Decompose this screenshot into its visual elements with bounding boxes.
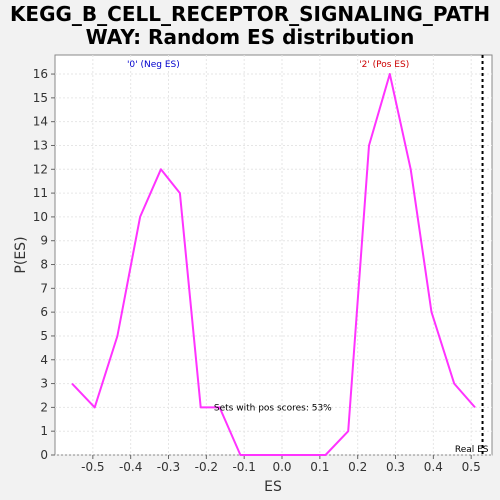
y-tick-label: 9 — [40, 234, 48, 248]
x-tick-label: -0.5 — [81, 460, 104, 474]
x-axis-label: ES — [264, 479, 282, 495]
x-tick-label: 0.4 — [424, 460, 443, 474]
y-tick-label: 16 — [33, 67, 48, 81]
x-tick-label: -0.4 — [119, 460, 142, 474]
x-axis-ticks: -0.5 -0.4 -0.3 -0.2 -0.1 0.0 0.1 0.2 0.3 0.4 0.5 — [81, 455, 481, 474]
y-tick-label: 3 — [40, 377, 48, 391]
x-tick-label: 0.0 — [272, 460, 291, 474]
x-tick-label: -0.2 — [195, 460, 218, 474]
y-tick-label: 1 — [40, 424, 48, 438]
real-es-label: Real ES — [455, 445, 489, 455]
y-axis-label: P(ES) — [13, 236, 29, 273]
y-tick-label: 4 — [40, 353, 48, 367]
plot-area — [54, 54, 493, 456]
series-group — [71, 73, 476, 456]
y-tick-label: 2 — [40, 400, 48, 414]
y-tick-label: 5 — [40, 329, 48, 343]
x-tick-label: 0.3 — [386, 460, 405, 474]
y-tick-label: 6 — [40, 305, 48, 319]
x-tick-label: 0.1 — [310, 460, 329, 474]
x-tick-label: 0.2 — [348, 460, 367, 474]
y-tick-label: 12 — [33, 162, 48, 176]
x-tick-label: -0.1 — [232, 460, 255, 474]
chart-title-line-2: WAY: Random ES distribution — [86, 25, 415, 49]
x-tick-label: 0.5 — [462, 460, 481, 474]
es-distribution-line — [71, 73, 476, 456]
annotation-group: Real ES '0' (Neg ES) '2' (Pos ES) Sets with… — [127, 55, 489, 455]
x-tick-label: -0.3 — [157, 460, 180, 474]
grid-lines — [55, 55, 492, 456]
y-tick-label: 11 — [33, 186, 48, 200]
y-tick-label: 10 — [33, 210, 48, 224]
pos-scores-annotation: Sets with pos scores: 53% — [214, 403, 332, 413]
y-tick-label: 8 — [40, 258, 48, 272]
neg-es-label: '0' (Neg ES) — [127, 60, 180, 70]
y-tick-label: 14 — [33, 115, 48, 129]
y-tick-label: 15 — [33, 91, 48, 105]
y-tick-label: 13 — [33, 138, 48, 152]
y-tick-label: 0 — [40, 448, 48, 462]
y-tick-label: 7 — [40, 281, 48, 295]
chart-title-line-1: KEGG_B_CELL_RECEPTOR_SIGNALING_PATH — [10, 2, 490, 26]
pos-es-label: '2' (Pos ES) — [359, 60, 409, 70]
